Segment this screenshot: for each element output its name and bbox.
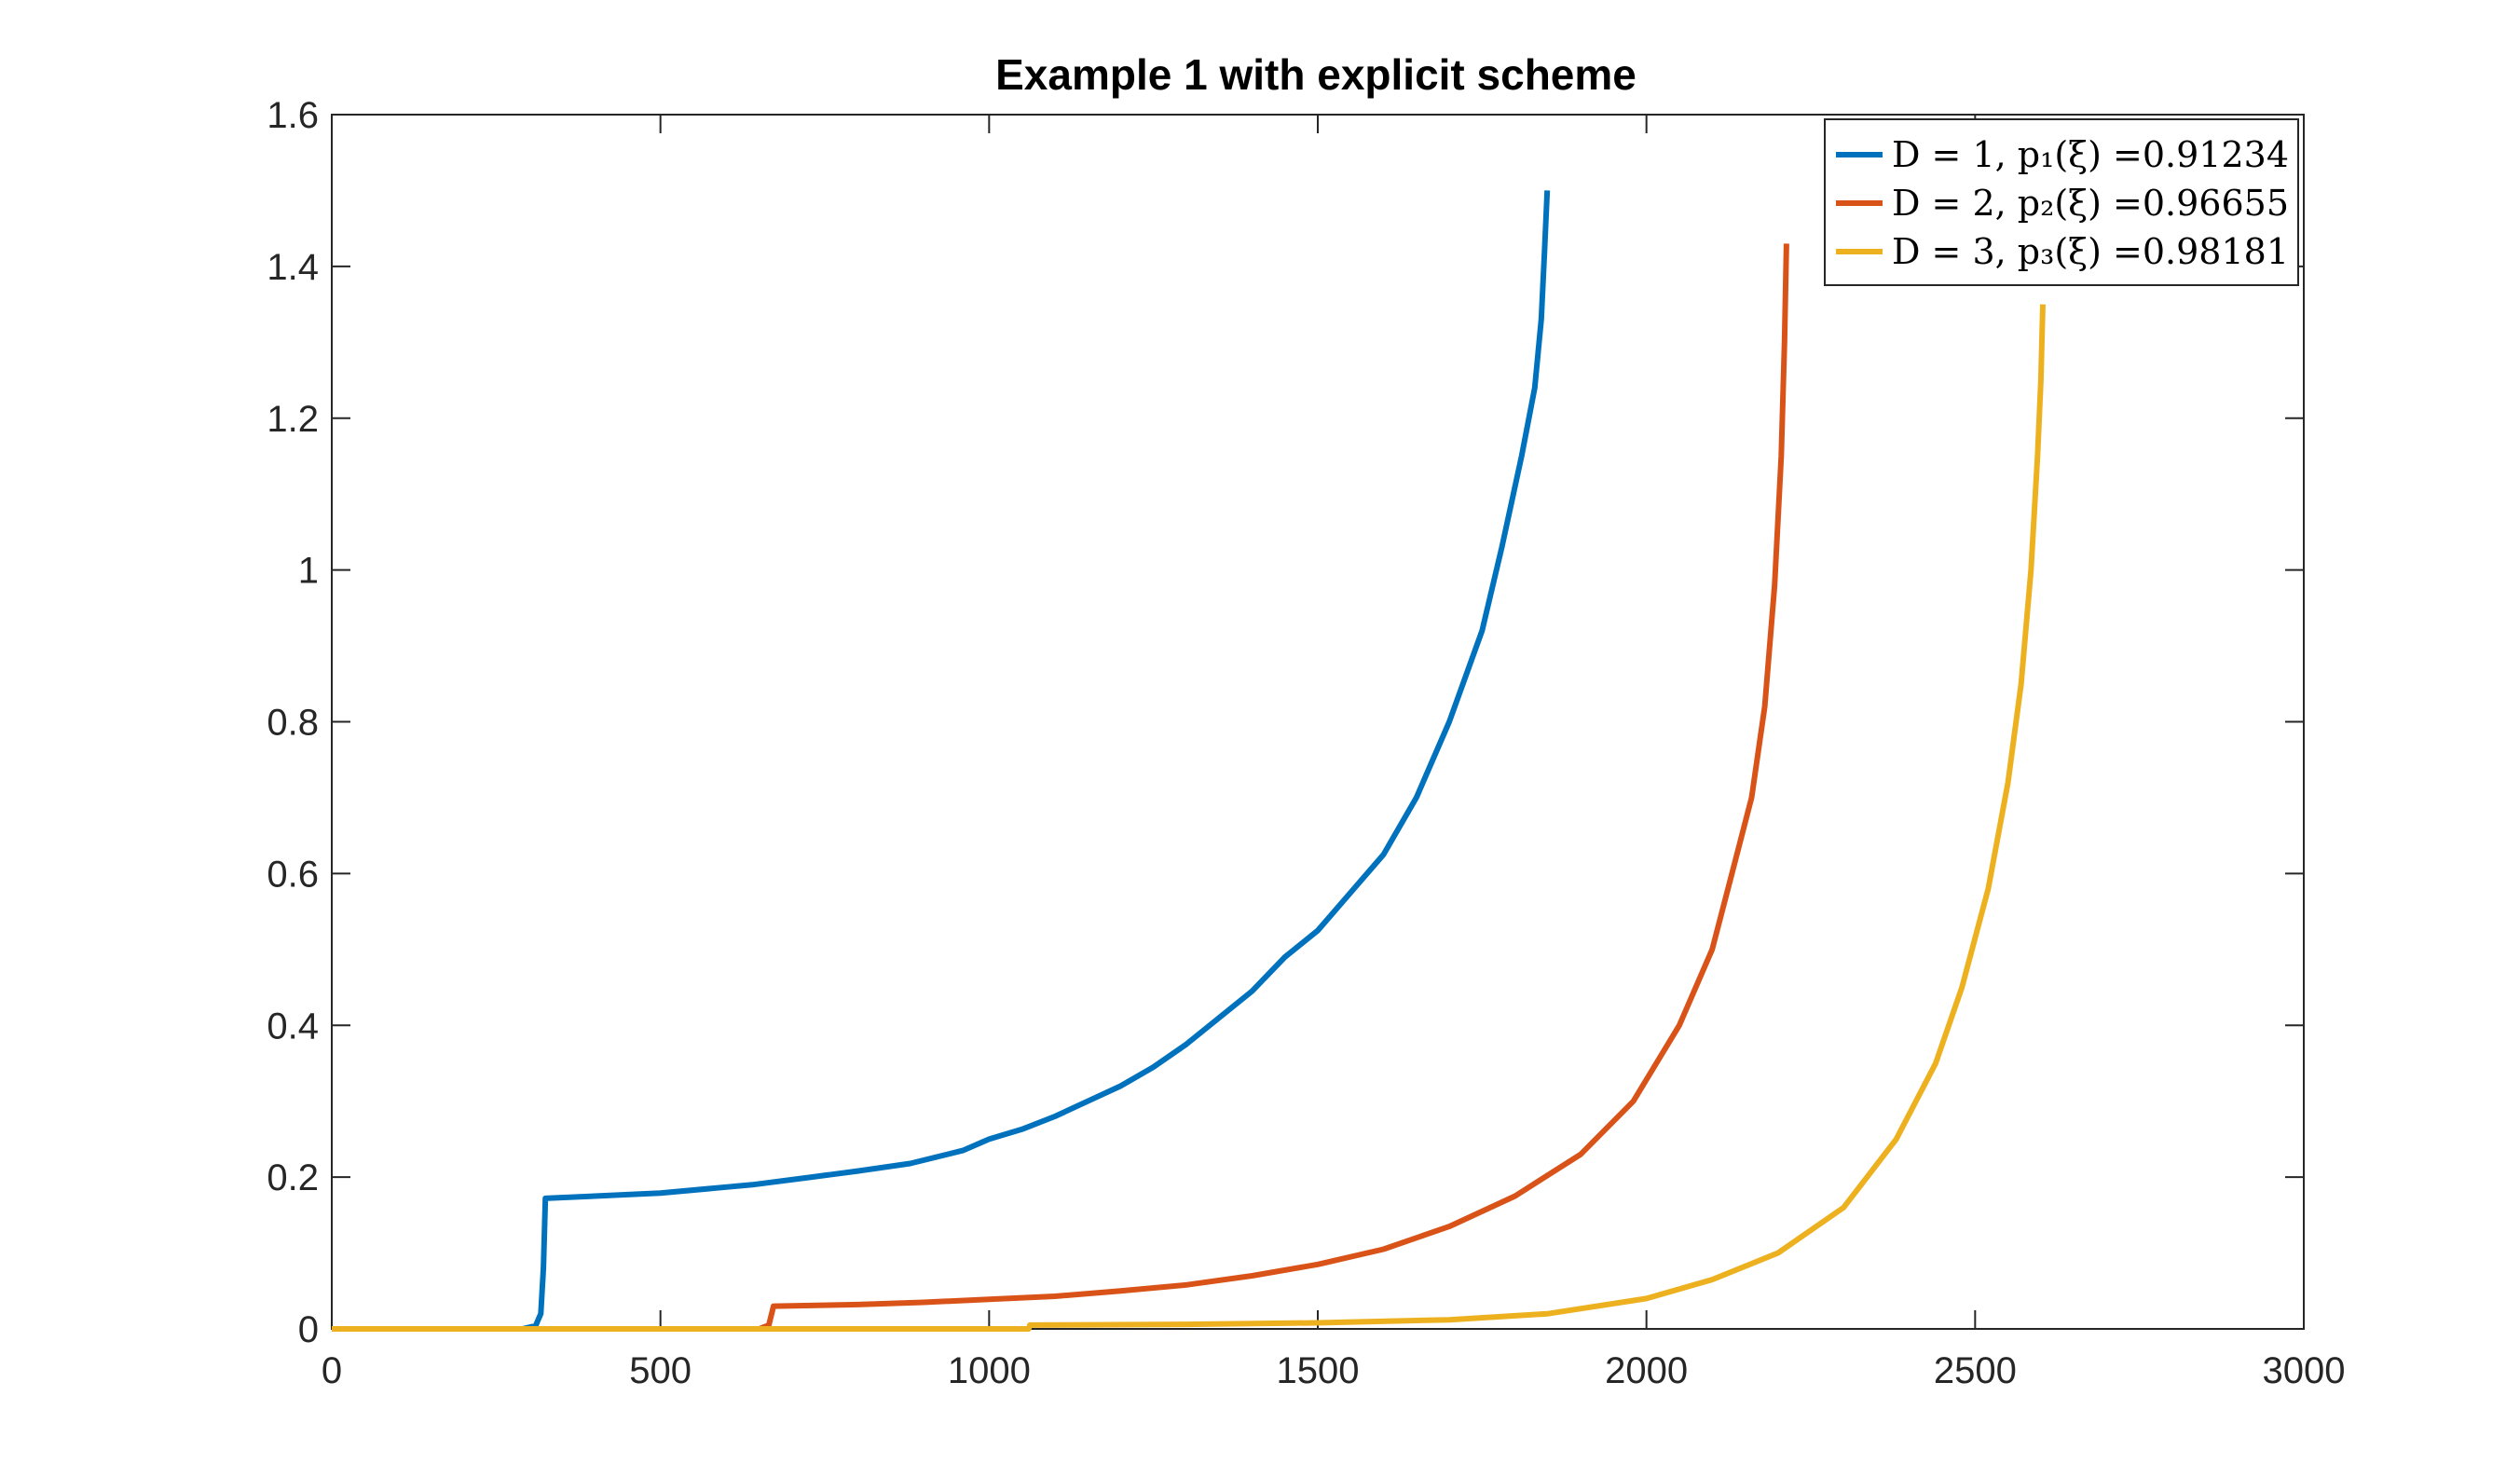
legend-label: D = 2, p₂(ξ) =0.96655: [1892, 183, 2289, 224]
x-tick-label: 500: [629, 1350, 692, 1391]
series-line-2: [332, 243, 1789, 1332]
y-tick-label: 0.4: [267, 1006, 319, 1047]
y-tick-label: 1.6: [267, 95, 319, 136]
y-tick-label: 1.2: [267, 399, 319, 440]
y-tick-label: 1.4: [267, 247, 319, 288]
x-tick-label: 2000: [1605, 1350, 1688, 1391]
legend-label: D = 1, p₁(ξ) =0.91234: [1892, 134, 2289, 175]
legend-box: [1824, 118, 2299, 286]
x-tick-label: 3000: [2263, 1350, 2346, 1391]
y-tick-label: 0.8: [267, 703, 319, 744]
plot-box: [331, 114, 2305, 1330]
x-tick-label: 1000: [948, 1350, 1031, 1391]
axes: 0 500 1000 1500 2000 2500 3000 0 0.2 0.4 0.6 0.8 1 1.…: [267, 95, 2345, 1391]
x-tick-label: 0: [322, 1350, 342, 1391]
x-tick-label: 2500: [1934, 1350, 2017, 1391]
y-tick-label: 0: [298, 1309, 319, 1350]
series-line-3: [332, 304, 2046, 1332]
y-tick-label: 0.2: [267, 1157, 319, 1198]
y-tick-label: 0.6: [267, 854, 319, 895]
legend-label: D = 3, p₃(ξ) =0.98181: [1892, 231, 2289, 272]
series-lines: [332, 190, 2046, 1332]
x-tick-label: 1500: [1277, 1350, 1360, 1391]
chart-title: Example 1 with explicit scheme: [995, 50, 1637, 99]
series-line-1: [332, 190, 1551, 1332]
y-tick-label: 1: [298, 551, 319, 592]
legend: D = 1, p₁(ξ) =0.91234 D = 2, p₂(ξ) =0.966…: [1824, 118, 2299, 286]
